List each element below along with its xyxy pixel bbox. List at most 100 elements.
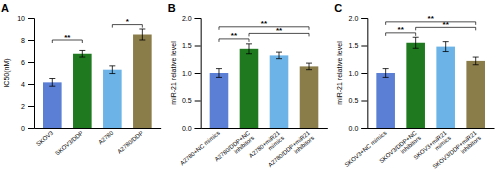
error-bar bbox=[413, 37, 419, 48]
plot-area: 0.00.51.01.52.0SKOV3+NC mimicsSKOV3/DDP+… bbox=[334, 2, 494, 175]
x-tick-label: A2780/DDP bbox=[116, 130, 144, 155]
x-axis: A2780+NC mimicsA2780/DDP+NCinhibitors A27… bbox=[179, 129, 328, 174]
y-tick: 6 bbox=[21, 59, 34, 66]
error-bar bbox=[473, 57, 479, 65]
panel-label: A bbox=[1, 2, 9, 14]
y-tick-mark bbox=[195, 73, 201, 74]
y-tick-label: 10 bbox=[17, 15, 25, 22]
x-tick-label-line: inhibitors bbox=[460, 135, 482, 155]
error-bar bbox=[383, 69, 389, 78]
y-tick-label: 6 bbox=[21, 59, 25, 66]
y-axis-line bbox=[361, 19, 368, 129]
y-tick-label: 2.0 bbox=[182, 15, 192, 22]
y-axis-title: miR-21 relative level bbox=[336, 41, 343, 105]
y-tick-mark bbox=[361, 46, 367, 47]
chart-root: 0246810SKOV3SKOV3/DDPA2780A2780/DDPIC50(… bbox=[0, 0, 500, 183]
y-tick-label: 0 bbox=[21, 125, 25, 132]
x-tick: A2780 bbox=[97, 129, 115, 145]
x-tick-label-line: SKOV3 bbox=[35, 129, 55, 147]
y-tick: 1.5 bbox=[349, 42, 368, 49]
x-tick-label: SKOV3/DDP+miR21inhibitors bbox=[432, 129, 483, 175]
y-tick: 2 bbox=[21, 103, 34, 110]
bar bbox=[103, 70, 122, 128]
y-tick-mark bbox=[195, 128, 201, 129]
x-axis: SKOV3+NC mimicsSKOV3/DDP+NCinhibitorsSKO… bbox=[344, 129, 495, 175]
bar bbox=[210, 73, 229, 128]
bar bbox=[43, 82, 62, 128]
y-tick-mark bbox=[28, 40, 34, 41]
y-tick-label: 0.5 bbox=[182, 97, 192, 104]
bar bbox=[270, 55, 289, 128]
x-tick-label: SKOV3/DDP bbox=[54, 130, 84, 157]
error-bar bbox=[216, 69, 222, 78]
y-tick: 1.0 bbox=[349, 70, 368, 77]
y-tick-label: 4 bbox=[21, 81, 25, 88]
y-tick-label: 0.0 bbox=[182, 125, 192, 132]
x-tick-label-line: SKOV3/DDP bbox=[54, 130, 84, 157]
y-tick-mark bbox=[361, 18, 367, 19]
y-axis-title: IC50(nM) bbox=[3, 58, 11, 87]
bar bbox=[406, 43, 425, 128]
y-tick-label: 1.0 bbox=[182, 70, 192, 77]
y-tick: 2.0 bbox=[349, 15, 368, 22]
y-tick: 0.5 bbox=[182, 97, 201, 104]
error-bar bbox=[246, 44, 252, 54]
y-tick-mark bbox=[195, 101, 201, 102]
significance-label: ** bbox=[64, 33, 71, 42]
significance-label: ** bbox=[398, 25, 405, 34]
bar bbox=[73, 54, 92, 128]
x-tick-label-line: A2780 bbox=[97, 129, 115, 145]
x-tick-label-line: A2780/DDP+miR21 bbox=[267, 129, 312, 168]
x-axis-line bbox=[35, 128, 162, 129]
y-tick: 1.5 bbox=[182, 42, 201, 49]
y-tick-label: 2 bbox=[21, 103, 25, 110]
y-tick-label: 1.0 bbox=[349, 70, 359, 77]
x-tick: SKOV3 bbox=[35, 129, 55, 147]
significance-label: ** bbox=[276, 26, 283, 35]
bar bbox=[240, 49, 259, 128]
y-tick-label: 1.5 bbox=[182, 42, 192, 49]
significance-label: ** bbox=[261, 19, 268, 28]
brackets: ** ** ** bbox=[219, 19, 309, 42]
x-tick: SKOV3/DDP+miR21inhibitors bbox=[432, 129, 483, 175]
bar bbox=[300, 66, 319, 128]
significance-label: ** bbox=[231, 31, 238, 40]
x-tick-label-line: mimics bbox=[434, 135, 452, 152]
bar bbox=[133, 35, 152, 129]
panel-label: B bbox=[168, 2, 176, 14]
y-tick-label: 1.5 bbox=[349, 42, 359, 49]
error-bar bbox=[306, 63, 312, 70]
plot-area: 0.00.51.01.52.0A2780+NC mimicsA2780/DDP+… bbox=[168, 2, 328, 173]
bar bbox=[436, 47, 455, 128]
y-axis: 0.0 0.5 1.0 1.5 2.0 bbox=[349, 15, 368, 132]
panel: 0.00.51.01.52.0A2780+NC mimicsA2780/DDP+… bbox=[168, 2, 328, 173]
y-tick: 0.0 bbox=[349, 125, 368, 132]
x-axis-line bbox=[201, 128, 328, 129]
significance-label: ** bbox=[443, 20, 450, 29]
marks bbox=[43, 29, 152, 128]
y-tick-label: 0.5 bbox=[349, 97, 359, 104]
y-tick-mark bbox=[361, 73, 367, 74]
y-tick-mark bbox=[28, 84, 34, 85]
error-bar bbox=[49, 79, 55, 87]
bar bbox=[376, 73, 395, 128]
y-tick-mark bbox=[195, 18, 201, 19]
y-axis: 0.0 0.5 1.0 1.5 2.0 bbox=[182, 15, 201, 132]
error-bar bbox=[139, 29, 145, 40]
x-tick: A2780+NC mimics bbox=[179, 130, 221, 167]
x-tick-label-line: mimics bbox=[267, 135, 285, 152]
y-tick: 4 bbox=[21, 81, 34, 88]
x-tick: A2780/DDP+NCinhibitors bbox=[214, 129, 256, 167]
error-bar bbox=[109, 66, 115, 74]
x-tick-label: A2780/DDP+NCinhibitors bbox=[214, 129, 256, 167]
x-tick: A2780/DDP bbox=[116, 130, 144, 155]
x-axis: SKOV3SKOV3/DDP A2780A2780/DDP bbox=[35, 129, 162, 157]
x-tick: SKOV3/DDP+NCinhibitors bbox=[378, 129, 422, 169]
panel: 0246810SKOV3SKOV3/DDPA2780A2780/DDPIC50(… bbox=[1, 2, 161, 156]
x-tick-label: SKOV3 bbox=[35, 129, 55, 147]
x-tick-label: SKOV3/DDP+NCinhibitors bbox=[378, 129, 422, 169]
y-axis: 0246810 bbox=[17, 15, 34, 132]
brackets: *** bbox=[52, 17, 142, 43]
y-tick: 0 bbox=[21, 125, 34, 132]
brackets: ****** bbox=[386, 14, 476, 36]
